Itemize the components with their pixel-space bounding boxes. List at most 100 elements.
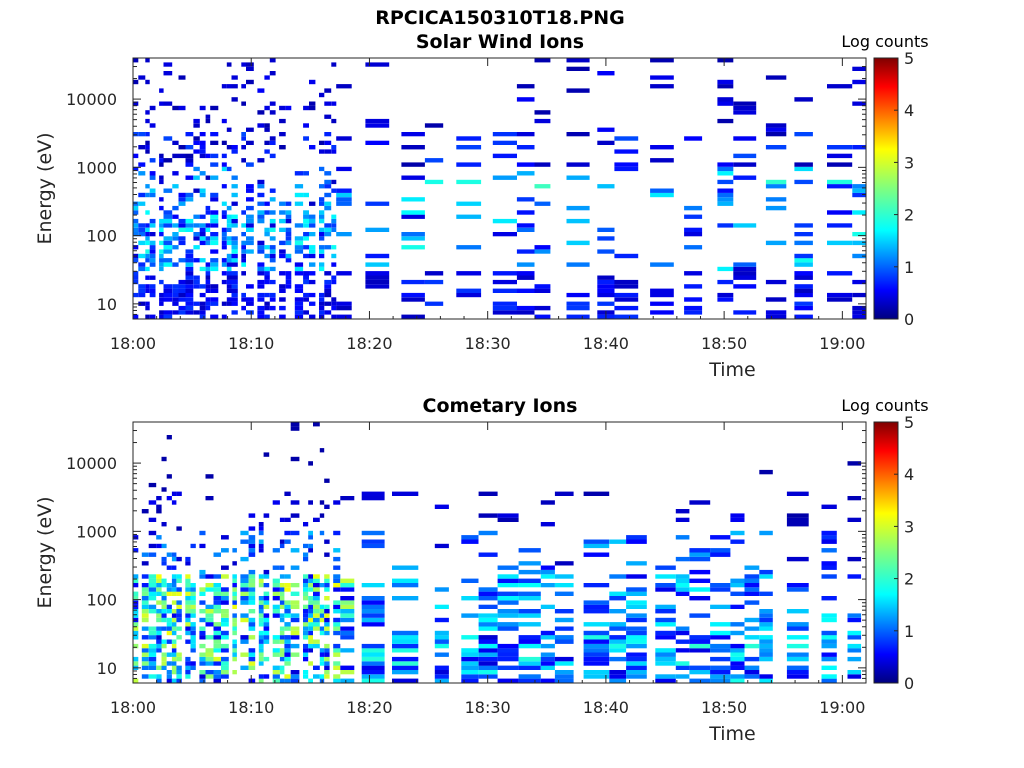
- spectrogram-cell: [285, 284, 292, 289]
- spectrogram-cell: [319, 310, 325, 315]
- spectrogram-cell: [210, 162, 219, 167]
- spectrogram-cell: [231, 258, 238, 263]
- spectrogram-cell: [193, 214, 200, 219]
- spectrogram-cell: [213, 604, 221, 609]
- spectrogram-cell: [434, 639, 449, 644]
- spectrogram-cell: [205, 275, 211, 280]
- spectrogram-cell: [689, 665, 711, 670]
- spectrogram-cell: [786, 491, 809, 496]
- spectrogram-cell: [185, 158, 194, 163]
- spectrogram-cell: [319, 236, 325, 241]
- spectrogram-cell: [213, 609, 221, 614]
- spectrogram-cell: [794, 179, 813, 185]
- spectrogram-cell: [765, 179, 787, 185]
- spectrogram-cell: [730, 539, 745, 544]
- x-axis-ticks: 18:00 18:10 18:20 18:30 18:40 18:50 19:00: [110, 58, 865, 353]
- spectrogram-cell: [340, 617, 355, 623]
- spectrogram-cell: [246, 205, 254, 211]
- spectrogram-cell: [684, 310, 703, 315]
- spectrogram-cell: [333, 574, 341, 579]
- spectrogram-cell: [133, 275, 139, 280]
- spectrogram-cell: [269, 71, 276, 76]
- spectrogram-cell: [145, 266, 150, 272]
- spectrogram-cell: [159, 310, 164, 315]
- spectrogram-cell: [626, 587, 647, 592]
- spectrogram-cell: [138, 240, 146, 246]
- spectrogram-cell: [597, 292, 615, 298]
- spectrogram-cell: [324, 652, 330, 657]
- spectrogram-cell: [161, 617, 167, 623]
- spectrogram-cell: [626, 604, 647, 609]
- spectrogram-cell: [166, 583, 172, 588]
- spectrogram-cell: [193, 149, 200, 154]
- spectrogram-cell: [309, 314, 316, 319]
- spectrogram-cell: [821, 565, 837, 570]
- spectrogram-cell: [319, 674, 325, 679]
- spectrogram-cell: [138, 227, 146, 232]
- spectrogram-cell: [185, 258, 194, 263]
- spectrogram-cell: [210, 236, 219, 241]
- spectrogram-cell: [675, 674, 690, 679]
- spectrogram-cell: [166, 652, 172, 657]
- spectrogram-cell: [193, 118, 200, 124]
- spectrogram-cell: [340, 583, 355, 588]
- spectrogram-cell: [313, 600, 320, 605]
- spectrogram-cell: [205, 205, 211, 211]
- spectrogram-cell: [156, 504, 162, 509]
- spectrogram-cell: [269, 266, 276, 272]
- spectrogram-cell: [161, 609, 167, 614]
- spectrogram-cell: [264, 210, 270, 215]
- x-tick-label: 18:20: [346, 698, 392, 717]
- spectrogram-cell: [232, 617, 237, 623]
- spectrogram-cell: [614, 162, 639, 167]
- spectrogram-cell: [583, 609, 610, 614]
- spectrogram-cell: [650, 192, 674, 198]
- spectrogram-cell: [133, 58, 139, 63]
- spectrogram-cell: [852, 292, 866, 298]
- spectrogram-cell: [294, 223, 304, 228]
- spectrogram-cell: [185, 253, 194, 259]
- spectrogram-cell: [534, 305, 551, 311]
- plot-frame: [132, 57, 867, 320]
- spectrogram-cell: [149, 218, 156, 224]
- spectrogram-cell: [650, 288, 674, 293]
- spectrogram-cell: [516, 262, 535, 267]
- spectrogram-cell: [534, 184, 551, 189]
- spectrogram-cell: [264, 105, 270, 111]
- spectrogram-cell: [333, 578, 341, 583]
- spectrogram-cell: [199, 600, 206, 605]
- spectrogram-cell: [284, 574, 291, 579]
- spectrogram-cell: [210, 153, 219, 159]
- spectrogram-cell: [161, 652, 167, 657]
- spectrogram-cell: [284, 643, 291, 649]
- spectrogram-cell: [163, 262, 173, 267]
- spectrogram-cell: [149, 249, 156, 254]
- spectrogram-cell: [190, 583, 196, 588]
- spectrogram-cell: [258, 578, 264, 583]
- spectrogram-cell: [710, 587, 731, 592]
- spectrogram-cell: [284, 674, 291, 679]
- spectrogram-cell: [161, 661, 167, 666]
- spectrogram-cell: [294, 271, 304, 276]
- spectrogram-cell: [159, 253, 164, 259]
- spectrogram-cell: [148, 543, 157, 549]
- spectrogram-cell: [269, 249, 276, 254]
- spectrogram-cell: [655, 565, 676, 570]
- spectrogram-cell: [257, 314, 265, 319]
- spectrogram-cell: [284, 652, 291, 657]
- spectrogram-cell: [231, 240, 238, 246]
- spectrogram-cell: [518, 678, 541, 683]
- spectrogram-cell: [258, 609, 264, 614]
- spectrogram-cell: [258, 583, 264, 588]
- spectrogram-cell: [461, 648, 479, 653]
- spectrogram-cell: [264, 314, 270, 319]
- spectrogram-cell: [324, 149, 332, 154]
- spectrogram-cell: [675, 556, 690, 562]
- spectrogram-cell: [248, 526, 256, 531]
- spectrogram-cell: [361, 609, 385, 614]
- colorbar-tick-label: 0: [904, 674, 914, 693]
- spectrogram-cell: [221, 617, 229, 623]
- spectrogram-cell: [199, 635, 206, 640]
